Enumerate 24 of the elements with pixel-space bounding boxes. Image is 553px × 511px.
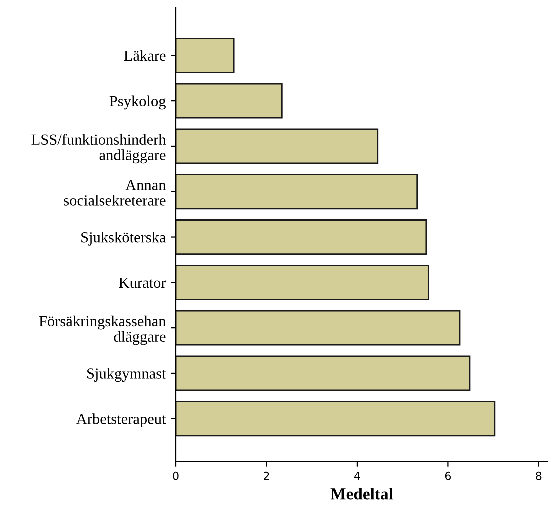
x-axis-title: Medeltal [330, 488, 394, 500]
y-tick-label: Försäkringskassehan dläggare [39, 316, 166, 346]
bar [176, 128, 379, 164]
bar [176, 264, 430, 300]
bar [176, 356, 471, 392]
x-tick-label: 0 [173, 472, 179, 480]
x-tick-label: 2 [264, 472, 270, 480]
bar [176, 174, 418, 210]
y-tick-label: Läkare [124, 50, 166, 62]
y-tick-label: Annan socialsekreterare [64, 180, 166, 206]
bar [176, 401, 496, 437]
y-tick-label: Arbetsterapeut [76, 414, 166, 428]
x-tick-label: 4 [354, 472, 360, 480]
bar [176, 220, 428, 255]
y-tick-label: Sjuksköterska [82, 232, 166, 246]
x-tick-label: 8 [536, 472, 542, 480]
bar [176, 83, 283, 119]
bar [176, 38, 235, 74]
y-tick-label: Sjukgymnast [88, 368, 166, 382]
x-tick-label: 6 [445, 472, 452, 480]
bar [176, 310, 461, 346]
y-tick-label: Kurator [119, 278, 166, 288]
y-tick-label: Psykolog [110, 96, 166, 110]
y-tick-label: LSS/funktionshinderh andläggare [32, 134, 166, 164]
